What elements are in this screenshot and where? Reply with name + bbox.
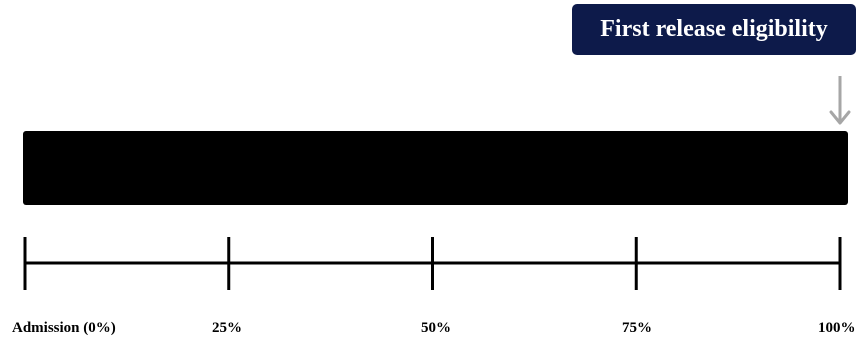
down-arrow-icon — [825, 76, 855, 128]
time-served-bar — [23, 131, 848, 205]
tick-label-50: 50% — [421, 320, 451, 337]
timeline-axis — [0, 230, 860, 300]
tick-label-100: 100% — [818, 320, 856, 337]
tick-label-25: 25% — [212, 320, 242, 337]
first-release-eligibility-callout: First release eligibility — [572, 4, 856, 55]
callout-label: First release eligibility — [600, 16, 828, 43]
tick-label-admission: Admission (0%) — [12, 320, 116, 337]
tick-label-75: 75% — [622, 320, 652, 337]
